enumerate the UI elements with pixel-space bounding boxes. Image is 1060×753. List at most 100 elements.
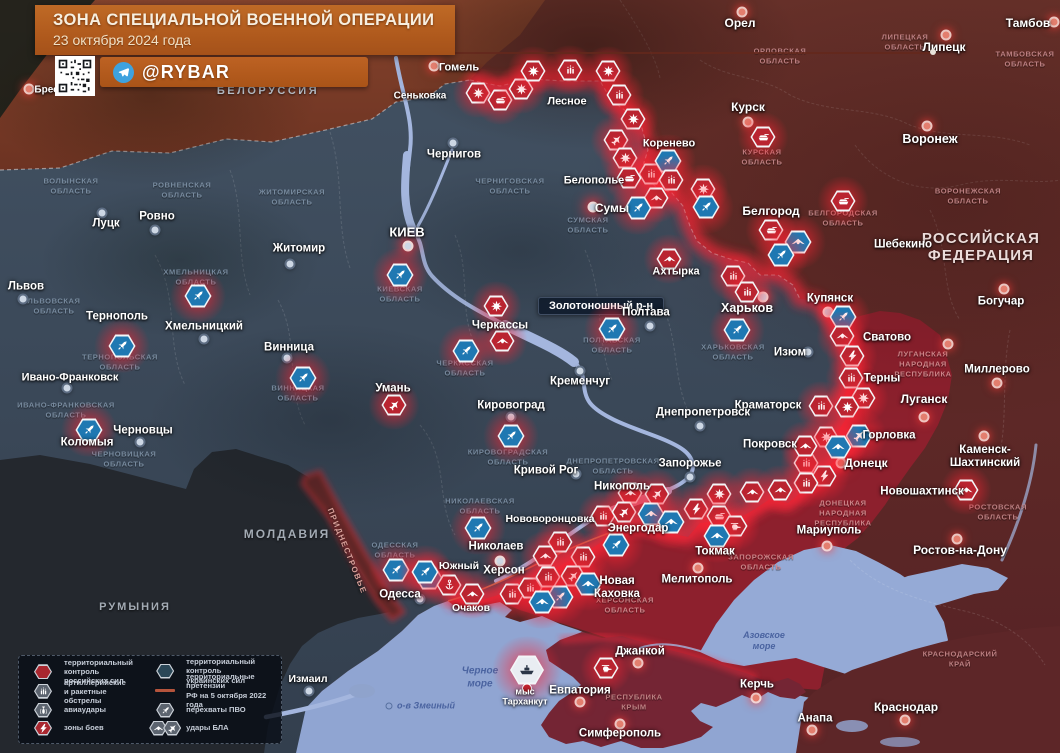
city-label: Кривой Рог bbox=[513, 464, 579, 477]
legend-item-label: территориальный контроль российских сил bbox=[64, 658, 133, 686]
city-label: Миллерово bbox=[964, 363, 1030, 376]
pvo-icon bbox=[580, 302, 644, 356]
sea-label: Азовское море bbox=[743, 629, 785, 651]
city-dot bbox=[752, 694, 760, 702]
country-label: РОССИЙСКАЯ ФЕДЕРАЦИЯ bbox=[921, 230, 1041, 264]
city-dot bbox=[19, 295, 27, 303]
legend-item: перехваты ПВО bbox=[149, 701, 273, 719]
pvo-icon bbox=[674, 180, 738, 234]
header-rule bbox=[455, 52, 933, 54]
art-icon bbox=[718, 267, 776, 317]
city-dot bbox=[634, 659, 642, 667]
pvo-icon bbox=[271, 351, 335, 405]
city-label: Тамбов bbox=[1005, 16, 1051, 31]
legend-hex-swatch bbox=[34, 683, 52, 699]
legend-item-label: территориальный контроль украинских сил bbox=[186, 657, 256, 685]
title-banner: ЗОНА СПЕЦИАЛЬНОЙ ВОЕННОЙ ОПЕРАЦИИ 23 окт… bbox=[35, 5, 455, 55]
tank-icon bbox=[734, 112, 792, 162]
city-dot bbox=[576, 367, 584, 375]
city-dot bbox=[804, 348, 812, 356]
legend-item: территориальный контроль украинских сил bbox=[149, 657, 273, 685]
legend-item: удары БЛА bbox=[149, 719, 273, 737]
city-label: КИЕВ bbox=[389, 224, 425, 240]
city-dot bbox=[980, 432, 988, 440]
city-dot bbox=[808, 726, 816, 734]
jet-icon bbox=[365, 380, 423, 430]
city-label: Кременчуг bbox=[550, 375, 610, 388]
city-label: Ростов-на-Дону bbox=[913, 543, 1007, 558]
pvo-icon bbox=[749, 228, 813, 282]
city-dot bbox=[1000, 285, 1008, 293]
legend-item: авиаудары bbox=[27, 701, 141, 719]
city-dot bbox=[738, 8, 746, 16]
city-label: Анапа bbox=[797, 712, 833, 725]
legend-hex-swatch bbox=[34, 720, 52, 736]
city-dot bbox=[151, 226, 159, 234]
drone-icon bbox=[640, 234, 698, 284]
city-dot bbox=[200, 335, 208, 343]
city-dot bbox=[616, 720, 624, 728]
legend-item-label: зоны боев bbox=[64, 723, 104, 733]
pvo-icon bbox=[368, 248, 432, 302]
city-dot bbox=[696, 422, 704, 430]
city-label: Изюм bbox=[773, 346, 807, 359]
ship-icon bbox=[487, 636, 567, 704]
city-dot bbox=[305, 687, 313, 695]
city-label: Симферополь bbox=[578, 727, 662, 740]
legend-item: территориальный контроль российских сил bbox=[27, 658, 141, 685]
map-date: 23 октября 2024 года bbox=[53, 32, 191, 48]
city-dot bbox=[942, 31, 950, 39]
city-dot bbox=[25, 85, 33, 93]
legend-hex-swatch bbox=[163, 720, 182, 736]
pvo-icon bbox=[57, 403, 121, 457]
city-label: Сеньковка bbox=[393, 90, 447, 102]
city-label: Воронеж bbox=[902, 131, 958, 146]
city-dot bbox=[823, 542, 831, 550]
legend-item-label: артиллерийские и ракетные обстрелы bbox=[64, 677, 126, 705]
city-dot bbox=[136, 438, 144, 446]
city-label: Хмельницкий bbox=[165, 320, 243, 333]
legend-item: зоны боев bbox=[27, 719, 141, 737]
city-label: Краснодар bbox=[873, 700, 939, 715]
city-label: Запорожье bbox=[658, 457, 722, 470]
tank-icon bbox=[814, 176, 872, 226]
city-label: Львов bbox=[7, 280, 45, 293]
city-dot bbox=[993, 379, 1001, 387]
drone-icon bbox=[473, 316, 531, 366]
legend-item: артиллерийские и ракетные обстрелы bbox=[27, 678, 141, 705]
legend-hex-swatch bbox=[156, 702, 175, 718]
city-dot bbox=[694, 564, 702, 572]
legend-item-label: авиаудары bbox=[64, 705, 106, 715]
pvo-icon bbox=[446, 501, 510, 555]
island-marker bbox=[385, 702, 393, 710]
city-dot bbox=[98, 209, 106, 217]
city-dot bbox=[589, 203, 597, 211]
map-legend: территориальный контроль российских сил а… bbox=[18, 655, 282, 744]
pvo-icon bbox=[479, 409, 543, 463]
city-dot bbox=[496, 557, 504, 565]
drone-icon bbox=[937, 465, 995, 515]
legend-item: территориальные претензии РФ на 5 октябр… bbox=[149, 672, 273, 709]
region-label: ТАМБОВСКАЯ ОБЛАСТЬ bbox=[995, 49, 1055, 68]
city-dot bbox=[646, 322, 654, 330]
drone-icon bbox=[776, 421, 834, 471]
city-label: Чернигов bbox=[426, 148, 482, 161]
region-label: КРАСНОДАРСКИЙ КРАЙ bbox=[922, 649, 998, 668]
pvo-icon bbox=[584, 518, 648, 572]
city-dot bbox=[404, 242, 412, 250]
country-label: РУМЫНИЯ bbox=[99, 601, 171, 613]
legend-hex-swatch bbox=[34, 664, 52, 680]
region-label: РОВНЕНСКАЯ ОБЛАСТЬ bbox=[152, 180, 212, 199]
city-label: Керчь bbox=[740, 678, 774, 691]
country-label: ПРИДНЕСТРОВЬЕ bbox=[325, 506, 369, 596]
city-label: Луцк bbox=[92, 217, 120, 230]
city-dot bbox=[923, 122, 931, 130]
city-dot bbox=[63, 384, 71, 392]
city-label: Краматорск bbox=[734, 399, 802, 412]
region-label: ЛИПЕЦКАЯ ОБЛАСТЬ bbox=[881, 32, 929, 51]
map-title: ЗОНА СПЕЦИАЛЬНОЙ ВОЕННОЙ ОПЕРАЦИИ bbox=[53, 11, 435, 29]
drone-icon bbox=[685, 509, 749, 563]
legend-hex-swatch bbox=[156, 663, 175, 679]
